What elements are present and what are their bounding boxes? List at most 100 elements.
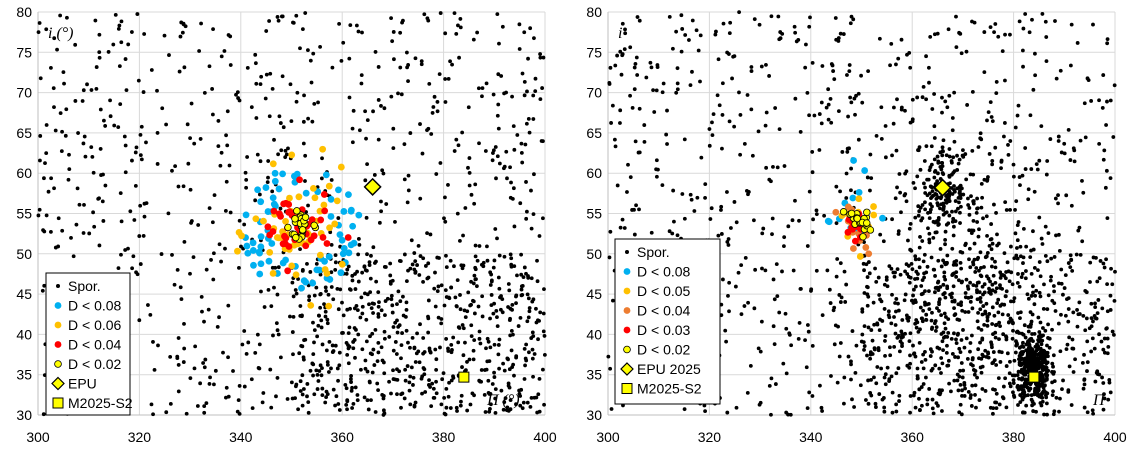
spor-point bbox=[119, 252, 123, 257]
spor-point bbox=[692, 209, 697, 213]
spor-point bbox=[212, 193, 217, 198]
spor-point bbox=[817, 112, 822, 116]
spor-point bbox=[976, 255, 981, 260]
spor-point bbox=[1015, 385, 1020, 389]
spor-point bbox=[420, 151, 425, 156]
legend-swatch bbox=[623, 268, 631, 275]
spor-point bbox=[363, 178, 368, 183]
spor-point bbox=[1083, 135, 1088, 140]
spor-point bbox=[89, 145, 94, 150]
spor-point bbox=[930, 349, 934, 354]
spor-point bbox=[613, 63, 618, 68]
spor-point bbox=[308, 58, 313, 63]
spor-point bbox=[1038, 346, 1043, 351]
spor-point bbox=[242, 384, 247, 389]
spor-point bbox=[1070, 337, 1075, 342]
spor-point bbox=[782, 244, 786, 249]
spor-point bbox=[123, 143, 128, 148]
spor-point bbox=[236, 398, 241, 403]
spor-point bbox=[980, 336, 985, 341]
spor-point bbox=[915, 374, 920, 378]
spor-point bbox=[369, 398, 373, 403]
spor-point bbox=[1058, 349, 1063, 354]
spor-point bbox=[493, 145, 498, 149]
spor-point bbox=[483, 149, 488, 153]
spor-point bbox=[353, 385, 358, 390]
spor-point bbox=[509, 328, 514, 333]
spor-point bbox=[943, 326, 948, 331]
spor-point bbox=[748, 363, 753, 368]
spor-point bbox=[334, 394, 339, 399]
spor-point bbox=[426, 298, 431, 303]
spor-point bbox=[217, 315, 221, 320]
spor-point bbox=[1029, 271, 1034, 276]
cluster-point bbox=[879, 214, 886, 222]
spor-point bbox=[1008, 139, 1013, 143]
spor-point bbox=[1087, 326, 1092, 331]
spor-point bbox=[903, 331, 907, 336]
spor-point bbox=[838, 31, 843, 36]
y-tick-label: 40 bbox=[586, 326, 602, 342]
spor-point bbox=[535, 279, 540, 284]
spor-point bbox=[939, 202, 944, 207]
legend-label: D < 0.02 bbox=[68, 356, 122, 372]
cluster-point bbox=[269, 269, 277, 277]
spor-point bbox=[825, 268, 830, 273]
spor-point bbox=[882, 409, 887, 414]
spor-point bbox=[763, 268, 768, 273]
spor-point bbox=[1027, 343, 1032, 348]
spor-point bbox=[1037, 330, 1042, 334]
spor-point bbox=[982, 30, 987, 34]
spor-point bbox=[439, 317, 444, 321]
spor-point bbox=[978, 307, 983, 312]
spor-point bbox=[889, 41, 894, 46]
spor-point bbox=[984, 354, 989, 359]
spor-point bbox=[989, 115, 994, 119]
legend-label: D < 0.05 bbox=[637, 283, 691, 299]
spor-point bbox=[451, 335, 456, 340]
spor-point bbox=[458, 25, 463, 30]
spor-point bbox=[458, 239, 462, 243]
spor-point bbox=[446, 346, 450, 351]
spor-point bbox=[374, 259, 378, 264]
spor-point bbox=[896, 333, 901, 338]
spor-point bbox=[942, 311, 947, 316]
spor-point bbox=[517, 22, 522, 27]
spor-point bbox=[288, 82, 293, 87]
spor-point bbox=[775, 294, 780, 299]
spor-point bbox=[994, 211, 998, 215]
spor-point bbox=[955, 333, 960, 337]
spor-point bbox=[101, 172, 105, 177]
spor-point bbox=[1006, 313, 1011, 317]
spor-point bbox=[243, 170, 248, 175]
spor-point bbox=[453, 295, 458, 300]
spor-point bbox=[990, 241, 995, 246]
spor-point bbox=[344, 402, 349, 407]
spor-point bbox=[849, 188, 853, 193]
spor-point bbox=[1101, 347, 1106, 352]
spor-point bbox=[993, 335, 998, 340]
spor-point bbox=[806, 329, 811, 334]
spor-point bbox=[977, 290, 982, 295]
spor-point bbox=[1003, 78, 1007, 83]
spor-point bbox=[946, 363, 951, 368]
spor-point bbox=[370, 331, 375, 336]
spor-point bbox=[425, 231, 429, 236]
spor-point bbox=[958, 196, 963, 201]
spor-point bbox=[920, 216, 925, 221]
cluster-point bbox=[282, 218, 289, 225]
spor-point bbox=[1048, 137, 1053, 141]
cluster-point bbox=[336, 231, 344, 239]
spor-point bbox=[501, 407, 506, 412]
spor-point bbox=[471, 357, 476, 362]
spor-point bbox=[529, 188, 533, 193]
spor-point bbox=[649, 65, 654, 70]
spor-point bbox=[106, 50, 111, 54]
spor-point bbox=[268, 71, 273, 76]
spor-point bbox=[899, 105, 904, 110]
cluster-point bbox=[285, 201, 293, 208]
spor-point bbox=[382, 329, 387, 334]
spor-point bbox=[469, 279, 473, 284]
spor-point bbox=[532, 352, 537, 356]
spor-point bbox=[832, 77, 837, 82]
